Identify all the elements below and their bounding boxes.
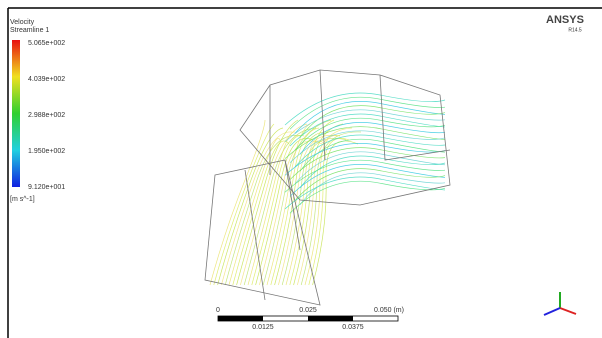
legend-subtitle: Streamline 1 (10, 27, 49, 34)
scale-label: 0.050 (m) (374, 307, 404, 314)
legend-label: 4.039e+002 (28, 76, 65, 83)
color-bar (12, 40, 20, 187)
legend-label: 5.065e+002 (28, 40, 65, 47)
scale-bar-segment (218, 316, 263, 321)
legend-units: [m s^-1] (10, 196, 35, 203)
legend-label: 1.950e+002 (28, 148, 65, 155)
scale-label: 0.025 (299, 307, 317, 314)
scale-label: 0.0125 (252, 324, 274, 331)
legend-label: 9.120e+001 (28, 184, 65, 191)
brand-name: ANSYS (546, 14, 584, 26)
scale-label: 0 (216, 307, 220, 314)
viewport: Velocity Streamline 1 5.065e+002 4.039e+0… (0, 0, 602, 338)
legend-label: 2.988e+002 (28, 112, 65, 119)
brand-version: R14.5 (568, 27, 582, 33)
scale-bar-segment (308, 316, 353, 321)
scale-label: 0.0375 (342, 324, 364, 331)
legend-title: Velocity (10, 19, 35, 26)
